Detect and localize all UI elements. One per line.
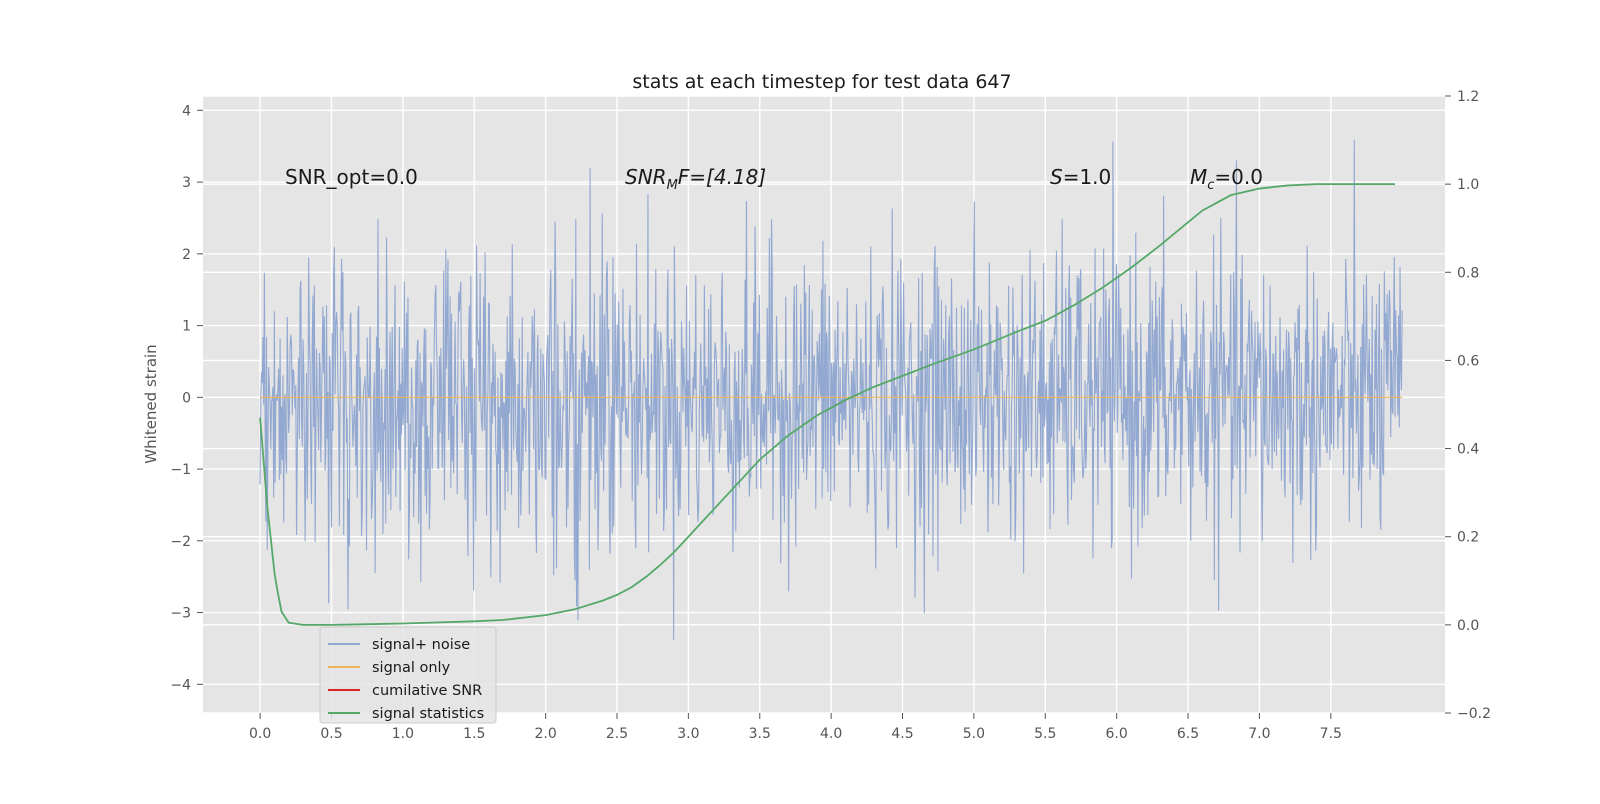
x-tick-label: 7.0 <box>1248 726 1270 742</box>
annotation-snr-mf-rest: F=[4.18] <box>678 165 766 189</box>
x-tick-label: 2.5 <box>606 726 628 742</box>
y2-tick-label: 0.2 <box>1457 530 1479 546</box>
x-tick-label: 0.0 <box>249 726 271 742</box>
x-tick-label: 1.5 <box>463 726 485 742</box>
x-tick-label: 2.0 <box>534 726 556 742</box>
y-tick-label: 2 <box>182 247 191 263</box>
annotation-snr-mf-sub: M <box>667 178 678 193</box>
series-signal-noise <box>259 140 1403 640</box>
annotation-s: S=1.0 <box>1050 165 1111 189</box>
x-tick-label: 4.5 <box>891 726 913 742</box>
y-tick-label: 1 <box>182 319 191 335</box>
legend-label: cumilative SNR <box>372 683 482 699</box>
axes: 0.0 0.5 1.0 1.5 2.0 2.5 3.0 3.5 4.0 4.5 5.0 5.5 6.0 6… <box>170 89 1491 742</box>
y-axis-label: Whitened strain <box>142 344 160 463</box>
y-tick-label: −1 <box>170 462 191 478</box>
y2-tick-label: 0.4 <box>1457 442 1479 458</box>
legend-items: signal+ noise signal only cumilative SNR si… <box>328 637 484 722</box>
x-tick-label: 3.5 <box>749 726 771 742</box>
y2-tick-label: 0.8 <box>1457 265 1479 281</box>
x-tick-label: 4.0 <box>820 726 842 742</box>
annotation-mc: Mc=0.0 <box>1190 165 1263 193</box>
x-tick-label: 0.5 <box>320 726 342 742</box>
annotation-snr-opt: SNR_opt=0.0 <box>285 165 418 189</box>
x-tick-label: 5.5 <box>1034 726 1056 742</box>
legend-label: signal only <box>372 660 451 676</box>
y-tick-label: 0 <box>182 390 191 406</box>
legend-label: signal statistics <box>372 706 484 722</box>
annotation-snr-mf: SNRMF=[4.18] <box>625 165 766 193</box>
x-tick-label: 6.5 <box>1177 726 1199 742</box>
signal-noise-series <box>259 140 1403 640</box>
x-tick-label: 1.0 <box>392 726 414 742</box>
y-tick-label: 4 <box>182 103 191 119</box>
y2-tick-label: −0.2 <box>1457 706 1491 722</box>
annotation-mc-rest: =0.0 <box>1214 165 1263 189</box>
annotation-s-main: S <box>1050 165 1063 189</box>
annotation-mc-sub: c <box>1207 178 1214 193</box>
legend-label: signal+ noise <box>372 637 470 653</box>
y2-tick-label: 0.0 <box>1457 618 1479 634</box>
annotation-s-rest: =1.0 <box>1063 165 1112 189</box>
y2-tick-label: 1.2 <box>1457 89 1479 105</box>
legend-box <box>319 626 497 724</box>
y-tick-label: −2 <box>170 534 191 550</box>
y2-tick-label: 1.0 <box>1457 177 1479 193</box>
x-tick-label: 7.5 <box>1320 726 1342 742</box>
y-tick-label: −3 <box>170 606 191 622</box>
x-tick-label: 6.0 <box>1106 726 1128 742</box>
chart-title: stats at each timestep for test data 647 <box>632 71 1011 93</box>
x-tick-label: 3.0 <box>677 726 699 742</box>
annotation-mc-main: M <box>1190 165 1207 189</box>
annotation-snr-mf-main: SNR <box>625 165 667 189</box>
y-tick-label: −4 <box>170 677 191 693</box>
y-tick-label: 3 <box>182 175 191 191</box>
y2-tick-label: 0.6 <box>1457 353 1479 369</box>
x-tick-label: 5.0 <box>963 726 985 742</box>
legend: signal+ noise signal only cumilative SNR si… <box>319 626 497 724</box>
series-layer <box>259 183 1403 626</box>
series-signal-statistics <box>259 183 1396 626</box>
